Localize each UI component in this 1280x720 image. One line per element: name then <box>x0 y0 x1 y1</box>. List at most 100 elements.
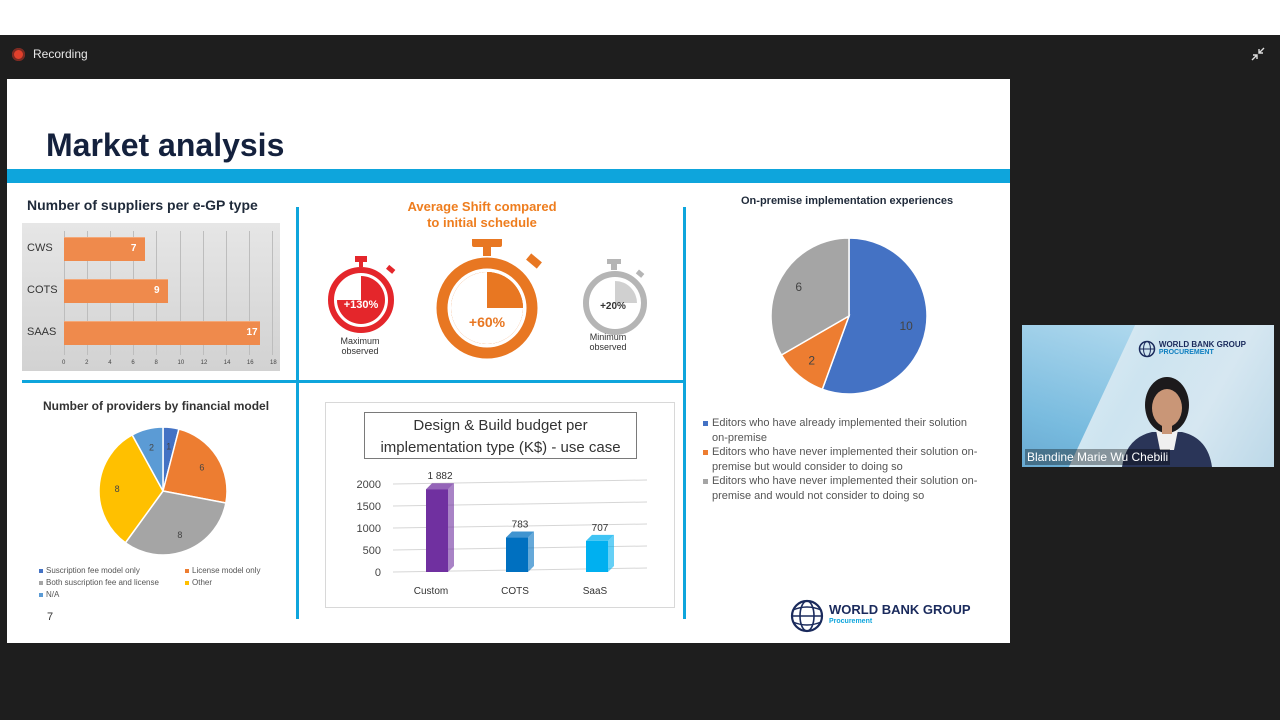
legend-text: License model only <box>192 566 261 575</box>
onprem-legend-item: Editors who have never implemented their… <box>703 445 1003 475</box>
legend-swatch <box>185 568 189 573</box>
shift-title-line2: to initial schedule <box>427 215 537 230</box>
bar-saas <box>64 321 261 345</box>
budget-column-chart: 0 500 1000 1500 2000 1 882 Custom 783 COTS 707 Saa… <box>357 471 648 597</box>
financial-pie-chart: 1 6 8 8 2 <box>98 426 228 556</box>
bar-value-label: 9 <box>154 285 160 296</box>
legend-text: Both suscription fee and license <box>46 578 159 587</box>
suppliers-chart-title: Number of suppliers per e-GP type <box>27 197 258 213</box>
bar-cws <box>64 237 145 261</box>
shared-slide: Market analysis Number of suppliers per … <box>7 79 1010 643</box>
bar-value-label: 7 <box>130 243 137 254</box>
shift-timers: +130% +60% +20% <box>328 239 647 359</box>
onprem-legend-item: Editors who have already implemented the… <box>703 416 1003 446</box>
column-side <box>608 534 614 572</box>
pie-slice <box>821 237 928 395</box>
onprem-pie-chart: 10 2 6 <box>770 237 928 395</box>
stopwatch-max-label-line1: Maximum <box>340 336 380 346</box>
budget-title-line1: Design & Build budget per <box>413 417 588 434</box>
collapse-icon[interactable] <box>1250 47 1266 63</box>
stopwatch-min-label-line2: observed <box>589 342 627 352</box>
legend-text: Editors who have already implemented the… <box>712 417 967 429</box>
stopwatch-max-value: +130% <box>344 299 379 311</box>
budget-title-line2: implementation type (K$) - use case <box>380 439 621 456</box>
onprem-chart-title: On-premise implementation experiences <box>741 195 954 207</box>
legend-swatch <box>185 580 189 585</box>
budget-chart-title: Design & Build budget per implementation… <box>364 412 637 459</box>
slide-title: Market analysis <box>46 127 285 163</box>
divider-vertical-2 <box>683 207 686 619</box>
bar-cots <box>64 279 168 303</box>
globe-icon <box>1138 340 1156 358</box>
column-custom <box>426 489 448 572</box>
category-label: CWS <box>27 242 53 254</box>
x-tick-label: 16 <box>246 360 254 366</box>
column-value-label: 783 <box>512 520 529 531</box>
category-label: SAAS <box>27 326 57 338</box>
stopwatch-min-label: Minimum observed <box>573 332 643 352</box>
gridline <box>179 231 181 355</box>
gridline <box>225 231 227 355</box>
shift-title-line1: Average Shift compared <box>407 199 557 214</box>
financial-legend-item: N/A <box>39 590 59 599</box>
legend-text: premise and would not consider to doing … <box>712 490 925 502</box>
stopwatch-avg-value: +60% <box>469 314 506 330</box>
legend-swatch <box>39 568 43 573</box>
x-tick-label: 6 <box>131 360 135 366</box>
pie-value-label: 6 <box>795 280 802 294</box>
logo-main-text: WORLD BANK GROUP <box>829 602 971 617</box>
pie-value-label: 8 <box>177 530 182 540</box>
top-bar <box>0 0 1280 35</box>
recording-indicator: Recording <box>12 47 88 61</box>
world-bank-logo: WORLD BANK GROUP Procurement <box>789 599 971 633</box>
category-label: Custom <box>414 586 448 597</box>
video-logo: WORLD BANK GROUP PROCUREMENT <box>1138 340 1246 358</box>
financial-legend-item: Suscription fee model only <box>39 566 140 575</box>
legend-text: Editors who have never implemented their… <box>712 446 978 458</box>
legend-text: on-premise <box>712 432 768 444</box>
y-tick-label: 2000 <box>357 479 381 491</box>
column-top <box>506 531 534 538</box>
stopwatch-min-value: +20% <box>600 301 626 312</box>
column-value-label: 1 882 <box>427 471 452 482</box>
legend-swatch <box>703 449 708 455</box>
stopwatch-max-icon <box>328 256 396 333</box>
financial-legend-item: Both suscription fee and license <box>39 578 159 587</box>
y-tick-label: 1000 <box>357 523 381 535</box>
stopwatch-min-icon <box>583 259 647 335</box>
pie-value-label: 10 <box>899 319 913 333</box>
legend-text: premise but would consider to doing so <box>712 461 903 473</box>
globe-icon <box>790 599 824 633</box>
legend-text: Other <box>192 578 213 587</box>
category-label: COTS <box>27 284 58 296</box>
pie-slice <box>131 426 164 492</box>
y-tick-label: 500 <box>363 545 381 557</box>
x-tick-label: 12 <box>200 360 208 366</box>
x-tick-label: 14 <box>223 360 231 366</box>
gridline <box>248 231 250 355</box>
page-number: 7 <box>47 611 54 623</box>
legend-swatch <box>39 592 43 597</box>
column-saas <box>586 540 608 572</box>
category-label: COTS <box>501 586 529 597</box>
divider-horizontal <box>22 380 683 383</box>
legend-text: Suscription fee model only <box>46 566 140 575</box>
participant-name: Blandine Marie Wu Chebili <box>1025 449 1171 465</box>
participant-video[interactable]: WORLD BANK GROUP PROCUREMENT Blandine Ma… <box>1022 325 1274 467</box>
column-value-label: 707 <box>592 523 609 534</box>
financial-legend-item: License model only <box>185 566 260 575</box>
onprem-legend-item: Editors who have never implemented their… <box>703 474 1003 504</box>
pie-value-label: 6 <box>199 462 204 472</box>
y-tick-label: 0 <box>375 567 381 579</box>
recording-icon <box>12 47 25 61</box>
stopwatch-max-label: Maximum observed <box>325 336 395 356</box>
column-top <box>586 534 614 541</box>
legend-swatch <box>703 478 708 484</box>
x-tick-label: 8 <box>154 360 158 366</box>
column-top <box>426 483 454 490</box>
x-tick-label: 10 <box>177 360 185 366</box>
bar-value-label: 17 <box>246 327 258 338</box>
pie-value-label: 2 <box>149 442 154 452</box>
legend-text: Editors who have never implemented their… <box>712 475 978 487</box>
column-cots <box>506 537 528 572</box>
